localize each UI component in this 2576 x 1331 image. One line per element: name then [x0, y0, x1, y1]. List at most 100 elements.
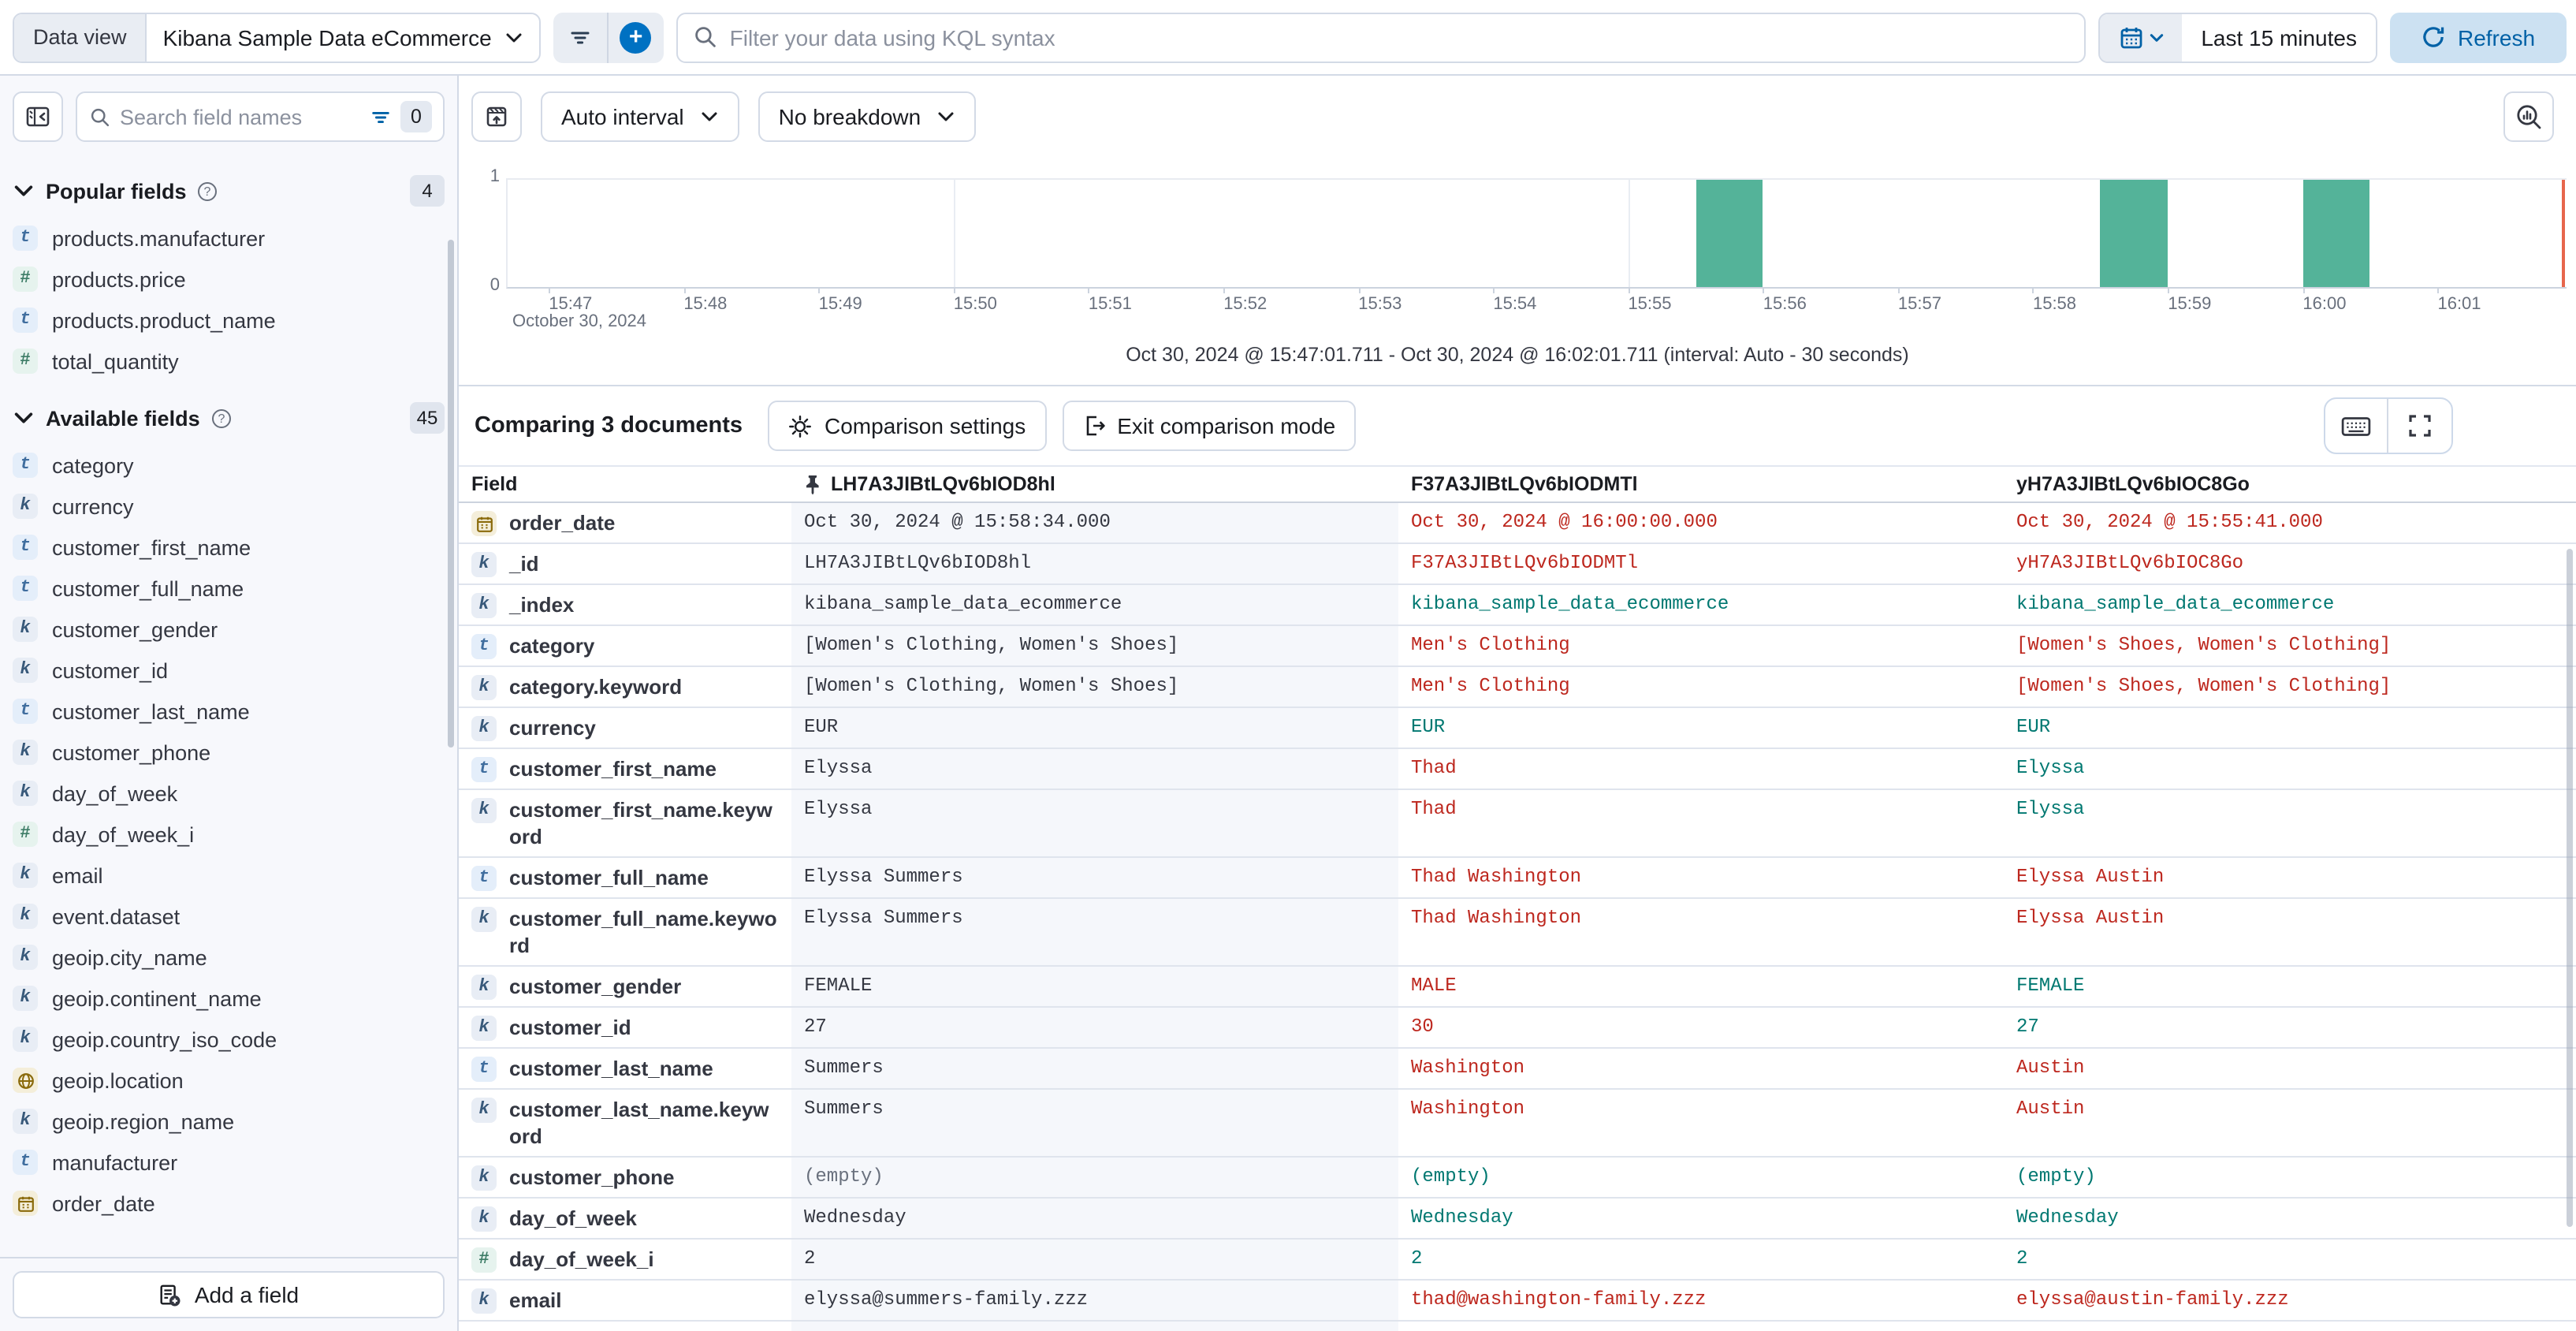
sidebar-field-geoip.region_name[interactable]: k geoip.region_name — [0, 1101, 457, 1142]
value-cell: Elyssa Austin — [2016, 907, 2165, 929]
field-count-badge: 45 — [410, 402, 445, 434]
comparison-row-customer_last_name.keyword: k customer_last_name.keyword Summers Washin… — [459, 1090, 2576, 1158]
sidebar-field-products.price[interactable]: # products.price — [0, 259, 457, 300]
edit-visualization-button[interactable] — [2503, 91, 2554, 142]
field-cell: k email — [459, 1281, 791, 1320]
chart-selection-icon — [484, 104, 509, 129]
value-cell: [Women's Clothing, Women's Shoes] — [791, 626, 1398, 666]
comparison-settings-button[interactable]: Comparison settings — [768, 401, 1047, 451]
time-interval-summary: Oct 30, 2024 @ 15:47:01.711 - Oct 30, 20… — [1126, 344, 1909, 366]
text-token-icon: t — [13, 308, 38, 333]
field-name: manufacturer — [52, 1150, 178, 1174]
sidebar-field-customer_id[interactable]: k customer_id — [0, 650, 457, 691]
sidebar-field-geoip.location[interactable]: geoip.location — [0, 1060, 457, 1101]
add-field-label: Add a field — [194, 1282, 300, 1307]
field-cell: k customer_full_name.keyword — [459, 899, 791, 965]
sidebar-field-customer_last_name[interactable]: t customer_last_name — [0, 691, 457, 732]
sidebar-field-category[interactable]: t category — [0, 445, 457, 486]
table-scrollbar[interactable] — [2567, 549, 2573, 1227]
field-section-header[interactable]: Available fields? 45 — [0, 382, 457, 445]
field-filter-button[interactable]: 0 — [359, 93, 443, 140]
search-field-names-input[interactable]: Search field names 0 — [76, 91, 445, 142]
chevron-down-icon — [13, 407, 35, 429]
histogram-bar[interactable] — [1696, 180, 1763, 287]
doc-column-header[interactable]: F37A3JIBtLQv6bIODMTl — [1398, 473, 2004, 495]
sidebar-field-geoip.continent_name[interactable]: k geoip.continent_name — [0, 978, 457, 1019]
x-tick-label: 15:55 — [1628, 295, 1672, 314]
sidebar-field-customer_full_name[interactable]: t customer_full_name — [0, 568, 457, 609]
chevron-down-icon — [936, 107, 955, 126]
comparison-settings-label: Comparison settings — [825, 413, 1026, 438]
comparison-row-_index: k _index kibana_sample_data_ecommerce kiban… — [459, 585, 2576, 626]
field-section-header[interactable]: Popular fields? 4 — [0, 155, 457, 218]
histogram-bar[interactable] — [2302, 180, 2370, 287]
axis-tick — [2032, 287, 2034, 293]
comparison-row-category: t category [Women's Clothing, Women's Shoe… — [459, 626, 2576, 667]
axis-tick — [1493, 287, 1495, 293]
field-cell: t customer_full_name — [459, 858, 791, 897]
sidebar-field-email[interactable]: k email — [0, 855, 457, 896]
value-cell: Thad — [1411, 757, 1457, 779]
field-name: products.manufacturer — [52, 226, 266, 250]
sidebar-field-customer_gender[interactable]: k customer_gender — [0, 609, 457, 650]
field-cell: # day_of_week_i — [459, 1240, 791, 1279]
interval-select[interactable]: Auto interval — [541, 91, 739, 142]
refresh-button[interactable]: Refresh — [2390, 12, 2567, 62]
sidebar-field-total_quantity[interactable]: # total_quantity — [0, 341, 457, 382]
row-field-name: category.keyword — [509, 675, 683, 699]
doc-column-header[interactable]: yH7A3JIBtLQv6bIOC8Go — [2004, 473, 2576, 495]
chevron-down-icon — [2148, 29, 2164, 45]
search-icon — [90, 106, 110, 127]
keyboard-shortcuts-button[interactable] — [2325, 399, 2388, 453]
fields-sidebar: Search field names 0 Popular fields? 4 t pr… — [0, 76, 459, 1331]
sidebar-field-order_date[interactable]: order_date — [0, 1183, 457, 1224]
chart-options-button[interactable] — [471, 91, 522, 142]
breakdown-select[interactable]: No breakdown — [758, 91, 977, 142]
sidebar-field-customer_phone[interactable]: k customer_phone — [0, 732, 457, 773]
interval-label: Auto interval — [561, 104, 684, 129]
data-view-select[interactable]: Kibana Sample Data eCommerce — [147, 13, 539, 61]
sidebar-field-currency[interactable]: k currency — [0, 486, 457, 527]
date-picker-button[interactable] — [2100, 13, 2183, 61]
value-cell: Summers — [791, 1090, 1398, 1156]
sidebar-field-geoip.city_name[interactable]: k geoip.city_name — [0, 937, 457, 978]
row-field-name: customer_gender — [509, 975, 682, 998]
value-cell: [Women's Shoes, Women's Clothing] — [2016, 634, 2392, 656]
sidebar-field-geoip.country_iso_code[interactable]: k geoip.country_iso_code — [0, 1019, 457, 1060]
value-cell: (empty) — [2016, 1165, 2096, 1187]
sidebar-field-products.manufacturer[interactable]: t products.manufacturer — [0, 218, 457, 259]
histogram-plot-area[interactable]: 15:47 15:48 15:49 15:50 15:51 15:52 15:53 15:54… — [506, 178, 2567, 314]
sidebar-scrollbar[interactable] — [448, 240, 454, 748]
lens-explore-icon — [2515, 103, 2543, 131]
keyword-token-icon: k — [471, 1288, 497, 1314]
add-filter-button[interactable]: + — [609, 12, 664, 62]
exit-comparison-button[interactable]: Exit comparison mode — [1062, 401, 1357, 451]
current-time-marker — [2562, 180, 2565, 287]
collapse-sidebar-button[interactable] — [13, 91, 63, 142]
x-tick-label: 15:56 — [1763, 295, 1807, 314]
kql-search-input[interactable]: Filter your data using KQL syntax — [676, 12, 2086, 62]
value-cell: Elyssa Summers — [791, 858, 1398, 897]
sidebar-field-products.product_name[interactable]: t products.product_name — [0, 300, 457, 341]
field-list: t category k currency t customer_first_name t c… — [0, 445, 457, 1224]
doc-column-header[interactable]: LH7A3JIBtLQv6bIOD8hl — [791, 473, 1398, 495]
time-range-button[interactable]: Last 15 minutes — [2182, 13, 2376, 61]
sidebar-field-customer_first_name[interactable]: t customer_first_name — [0, 527, 457, 568]
data-view-value: Kibana Sample Data eCommerce — [162, 24, 492, 50]
histogram-bar[interactable] — [2100, 180, 2168, 287]
value-cell: elyssa@summers-family.zzz — [791, 1281, 1398, 1320]
sidebar-field-event.dataset[interactable]: k event.dataset — [0, 896, 457, 937]
saved-filters-button[interactable] — [553, 12, 609, 62]
add-field-button[interactable]: Add a field — [13, 1271, 445, 1318]
field-name: geoip.region_name — [52, 1109, 235, 1133]
sidebar-field-manufacturer[interactable]: t manufacturer — [0, 1142, 457, 1183]
data-view-label: Data view — [14, 13, 147, 61]
fullscreen-button[interactable] — [2388, 399, 2451, 453]
keyword-token-icon: k — [13, 781, 38, 806]
field-column-header[interactable]: Field — [471, 473, 518, 495]
value-cell: Men's Clothing — [1411, 675, 1570, 697]
sidebar-field-day_of_week_i[interactable]: # day_of_week_i — [0, 814, 457, 855]
keyword-token-icon: k — [13, 945, 38, 970]
sidebar-field-day_of_week[interactable]: k day_of_week — [0, 773, 457, 814]
